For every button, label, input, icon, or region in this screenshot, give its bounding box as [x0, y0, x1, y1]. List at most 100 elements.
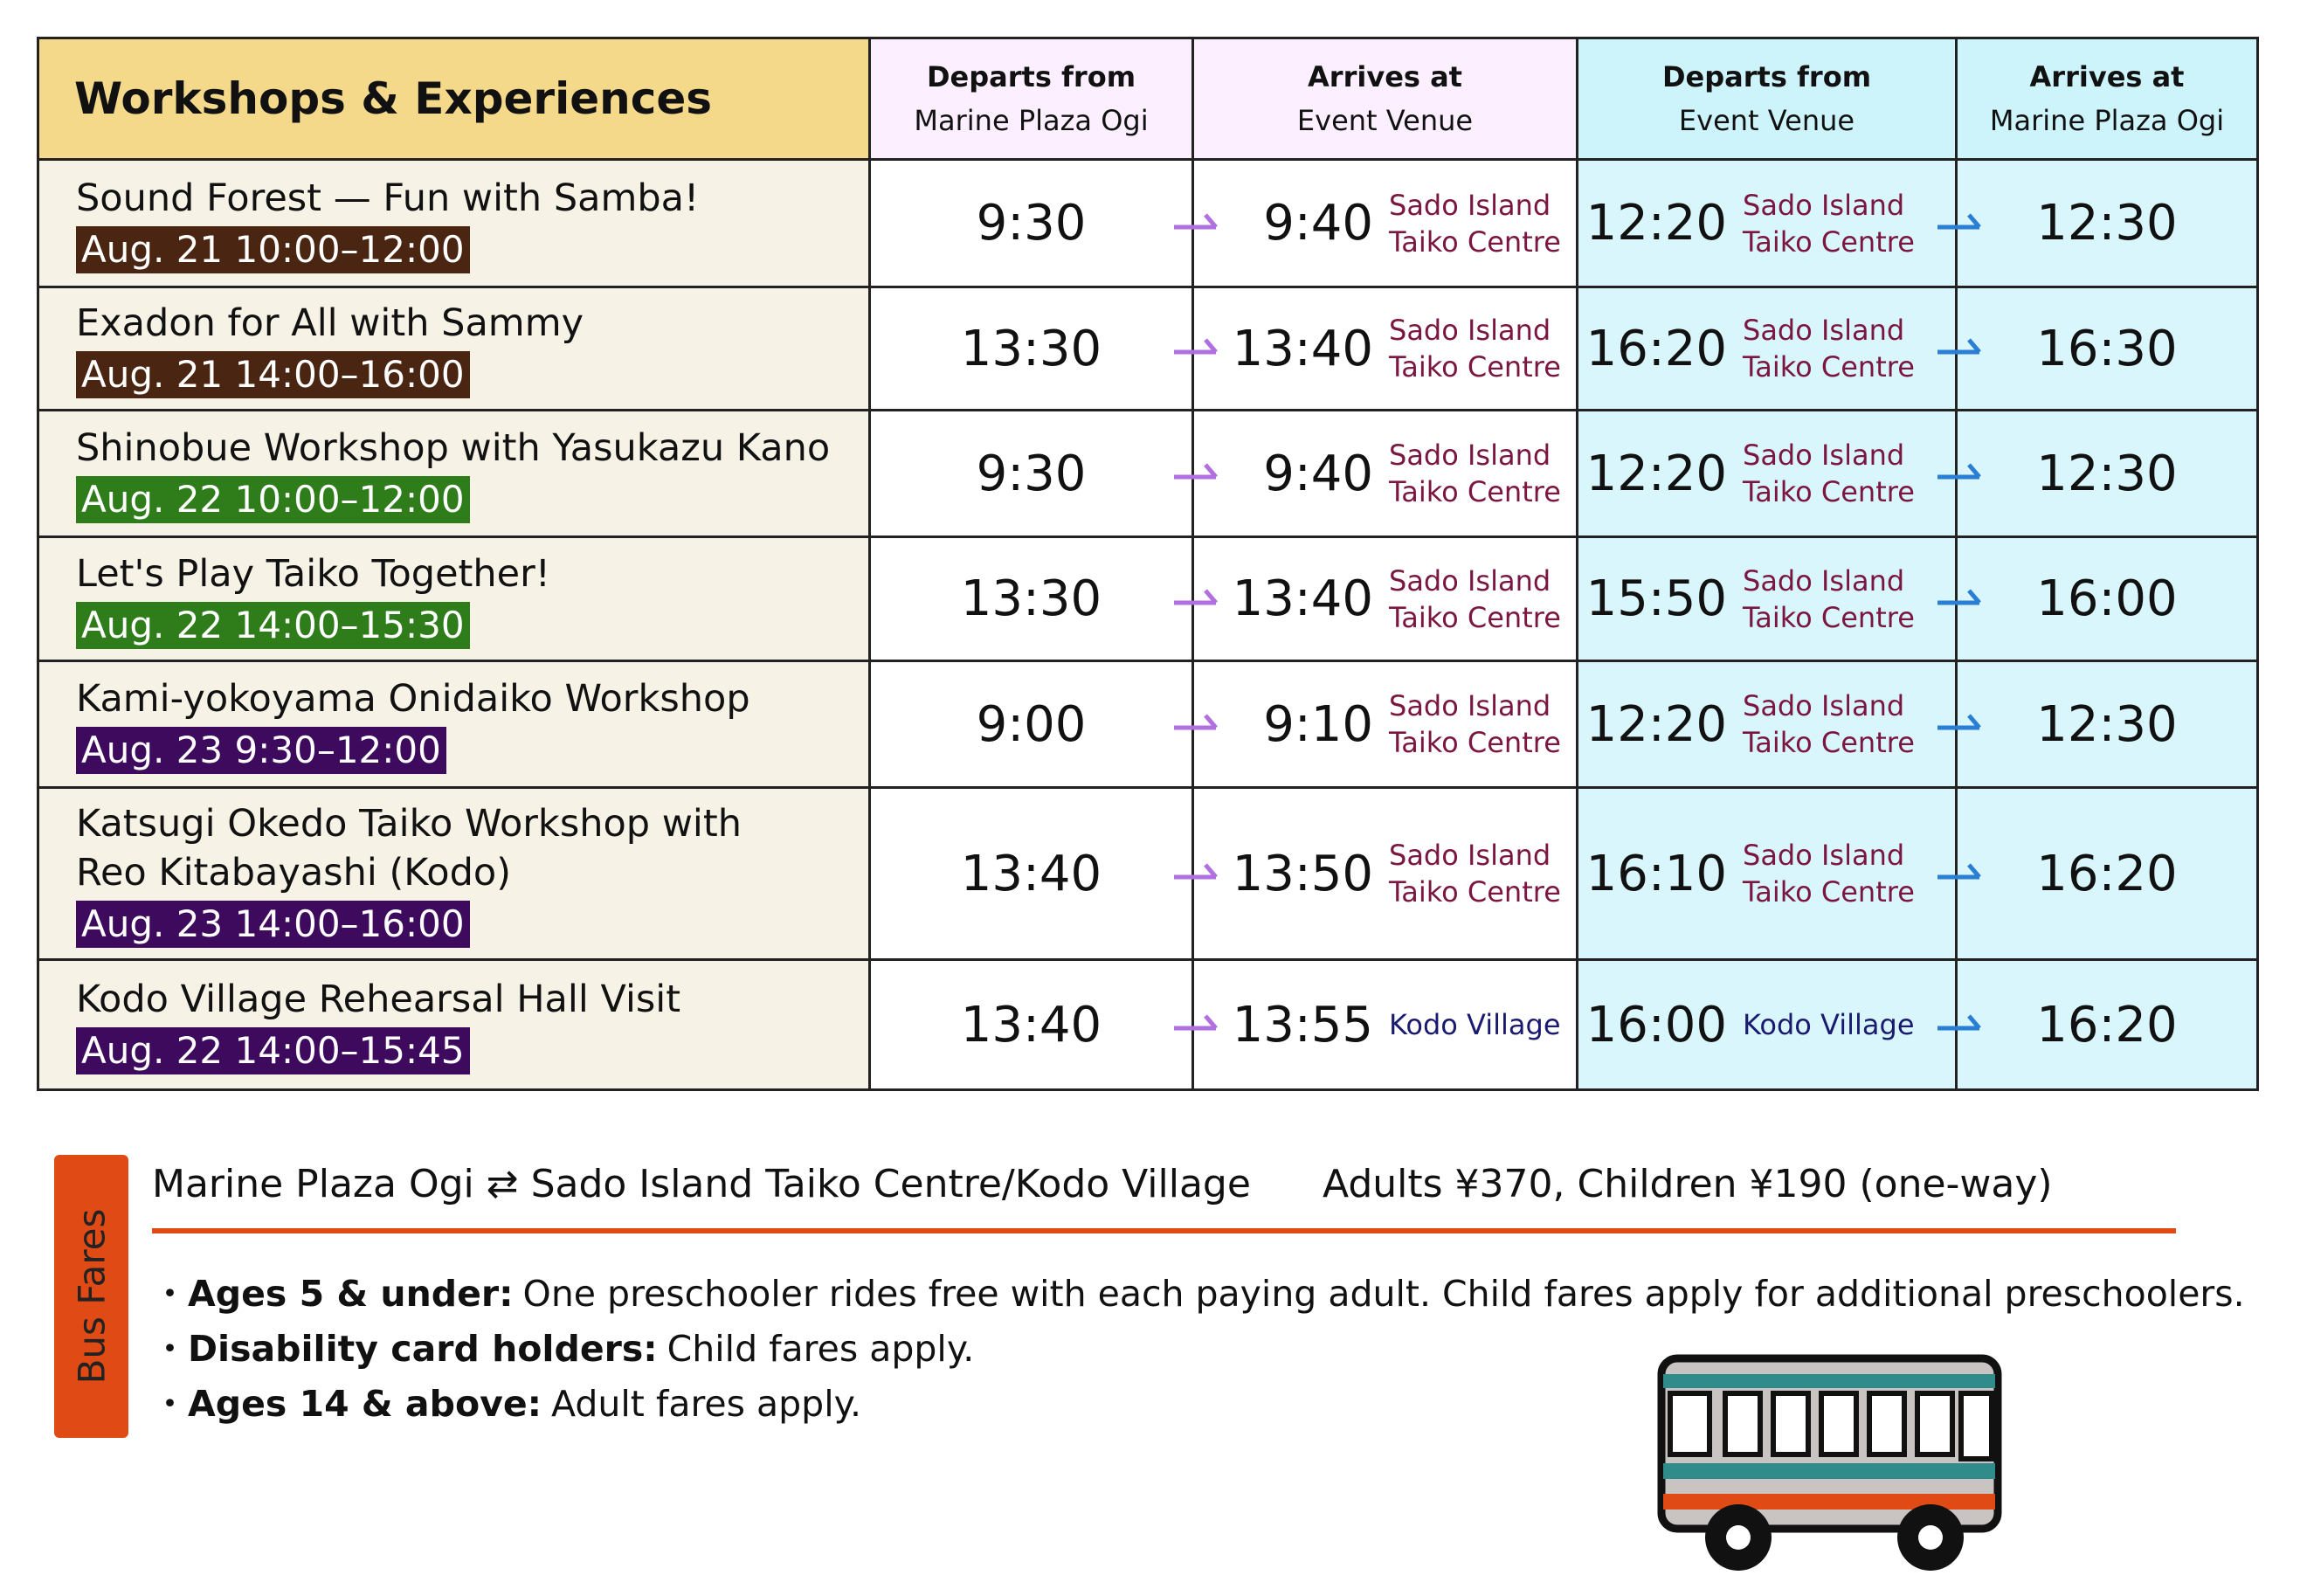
venue: Sado Island Taiko Centre	[1389, 439, 1561, 508]
arrive-cell: 9:40 Sado Island Taiko Centre	[1191, 158, 1578, 288]
depart-time: 9:30	[868, 158, 1218, 288]
workshop-name: Kodo Village Rehearsal Hall Visit	[76, 978, 681, 1021]
return-wrap: 12:20 Sado Island Taiko Centre	[1578, 437, 1955, 510]
row: Exadon for All with Sammy Aug. 21 14:00–1…	[37, 286, 2259, 411]
arrow	[1937, 714, 1981, 730]
workshop-date: Aug. 22 14:00–15:30	[76, 601, 470, 649]
column-header: Arrives at Marine Plaza Ogi	[1955, 37, 2259, 161]
column-header: Arrives at Event Venue	[1191, 37, 1578, 161]
note-label: Ages 5 & under:	[188, 1273, 514, 1315]
workshop-cell: Exadon for All with Sammy Aug. 21 14:00–1…	[37, 286, 871, 411]
column-header-sub: Event Venue	[1678, 104, 1855, 137]
row: Kodo Village Rehearsal Hall Visit Aug. 22…	[37, 958, 2259, 1091]
return-arrive-time: 16:20	[1955, 958, 2259, 1091]
workshop-cell: Let's Play Taiko Together! Aug. 22 14:00–…	[37, 535, 871, 662]
note-text: Child fares apply.	[667, 1328, 975, 1370]
return-cell: 15:50 Sado Island Taiko Centre	[1576, 535, 1981, 662]
arrive-cell: 9:40 Sado Island Taiko Centre	[1191, 409, 1578, 538]
arrive-time: 13:40	[1232, 570, 1373, 627]
return-depart-time: 12:20	[1585, 445, 1727, 502]
return-venue: Sado Island Taiko Centre	[1743, 563, 1915, 634]
depart-time: 9:00	[868, 660, 1218, 789]
arrow	[1937, 588, 1981, 605]
venue: Sado Island Taiko Centre	[1389, 563, 1561, 634]
column-header-sub: Marine Plaza Ogi	[1989, 104, 2225, 137]
route: Marine Plaza Ogi ⇄ Sado Island Taiko Cen…	[152, 1162, 1251, 1206]
column-header: Departs from Marine Plaza Ogi	[868, 37, 1194, 161]
return-arrive-time: 12:30	[1955, 409, 2259, 538]
bullet: ・	[152, 1328, 188, 1370]
arrow	[1174, 463, 1218, 480]
return-venue: Sado Island Taiko Centre	[1743, 314, 1915, 383]
fares-label-box: Bus Fares	[54, 1155, 128, 1438]
arrow	[1937, 463, 1981, 480]
column-header-bold: Departs from	[926, 60, 1136, 93]
venue: Sado Island Taiko Centre	[1389, 689, 1561, 759]
workshop-date: Aug. 21 10:00–12:00	[76, 225, 470, 273]
arrive-time: 9:40	[1263, 195, 1373, 252]
return-venue: Sado Island Taiko Centre	[1743, 839, 1915, 909]
return-venue: Sado Island Taiko Centre	[1743, 188, 1915, 259]
arrow	[1174, 338, 1218, 355]
return-venue: Kodo Village	[1743, 1008, 1915, 1041]
return-venue: Sado Island Taiko Centre	[1743, 689, 1915, 759]
arrow	[1937, 338, 1981, 355]
return-depart-time: 12:20	[1585, 195, 1727, 252]
workshop-name: Shinobue Workshop with Yasukazu Kano	[76, 426, 831, 470]
row: Sound Forest — Fun with Samba! Aug. 21 10…	[37, 158, 2259, 288]
table-title: Workshops & Experiences	[37, 37, 871, 161]
schedule-table: Workshops & Experiences Departs from Mari…	[37, 37, 2259, 1091]
return-cell: 16:00 Kodo Village	[1576, 958, 1981, 1091]
table-body: Workshops & Experiences Departs from Mari…	[37, 37, 2259, 1091]
return-depart-time: 16:20	[1585, 320, 1727, 377]
return-arrive-time: 12:30	[1955, 660, 2259, 789]
note-label: Disability card holders:	[188, 1328, 658, 1370]
venue: Sado Island Taiko Centre	[1389, 188, 1561, 259]
arrive-cell: 9:10 Sado Island Taiko Centre	[1191, 660, 1578, 789]
arrive-time: 13:55	[1232, 996, 1373, 1054]
arrive-time: 9:40	[1263, 445, 1373, 502]
workshop-cell: Kodo Village Rehearsal Hall Visit Aug. 22…	[37, 958, 871, 1091]
arrow	[1174, 212, 1218, 229]
arrive-cell: 13:40 Sado Island Taiko Centre	[1191, 535, 1578, 662]
note: ・Disability card holders: Child fares app…	[152, 1322, 2245, 1377]
note: ・Ages 14 & above: Adult fares apply.	[152, 1377, 2245, 1432]
venue: Sado Island Taiko Centre	[1389, 839, 1561, 909]
column-header-bold: Arrives at	[1308, 60, 1462, 93]
depart-time: 13:30	[868, 286, 1218, 411]
return-venue: Sado Island Taiko Centre	[1743, 439, 1915, 508]
arrive-cell: 13:50 Sado Island Taiko Centre	[1191, 786, 1578, 961]
header-row: Workshops & Experiences Departs from Mari…	[37, 37, 2259, 161]
divider	[152, 1228, 2176, 1233]
arrow	[1937, 1014, 1981, 1031]
depart-time: 9:30	[868, 409, 1218, 538]
column-header-sub: Marine Plaza Ogi	[914, 104, 1149, 137]
price: Adults ¥370, Children ¥190 (one-way)	[1323, 1162, 2053, 1206]
return-cell: 16:10 Sado Island Taiko Centre	[1576, 786, 1981, 961]
arrive-wrap: 9:40 Sado Island Taiko Centre	[1194, 187, 1576, 260]
arrow	[1937, 863, 1981, 880]
row: Kami-yokoyama Onidaiko Workshop Aug. 23 9…	[37, 660, 2259, 789]
arrive-time: 13:40	[1232, 320, 1373, 377]
note-text: Adult fares apply.	[551, 1383, 862, 1425]
arrive-wrap: 13:50 Sado Island Taiko Centre	[1194, 837, 1576, 910]
depart-time: 13:40	[868, 786, 1218, 961]
depart-time: 13:40	[868, 958, 1218, 1091]
column-header: Departs from Event Venue	[1576, 37, 1958, 161]
return-arrive-time: 16:30	[1955, 286, 2259, 411]
arrive-wrap: 13:40 Sado Island Taiko Centre	[1194, 563, 1576, 636]
workshop-date: Aug. 22 10:00–12:00	[76, 476, 470, 523]
return-wrap: 15:50 Sado Island Taiko Centre	[1578, 563, 1955, 636]
return-depart-time: 16:10	[1585, 845, 1727, 902]
arrow	[1174, 588, 1218, 605]
arrive-wrap: 13:55 Kodo Village	[1194, 997, 1576, 1054]
return-cell: 16:20 Sado Island Taiko Centre	[1576, 286, 1981, 411]
workshop-name: Katsugi Okedo Taiko Workshop with Reo Ki…	[76, 802, 742, 895]
venue: Sado Island Taiko Centre	[1389, 314, 1561, 383]
note-text: One preschooler rides free with each pay…	[522, 1273, 2245, 1315]
workshop-date: Aug. 23 14:00–16:00	[76, 901, 470, 948]
arrive-wrap: 9:40 Sado Island Taiko Centre	[1194, 437, 1576, 510]
return-wrap: 12:20 Sado Island Taiko Centre	[1578, 187, 1955, 260]
fares-label: Bus Fares	[70, 1208, 113, 1385]
arrow	[1174, 1014, 1218, 1031]
